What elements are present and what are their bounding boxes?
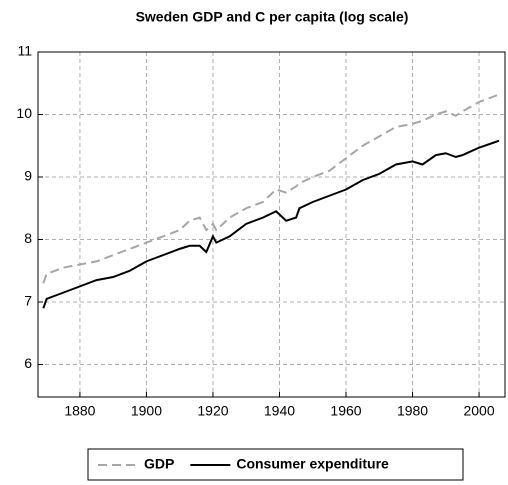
- y-tick-label: 11: [17, 43, 32, 59]
- plot-frame: [37, 51, 506, 398]
- x-tick-label: 1980: [397, 403, 428, 419]
- x-tick-label: 1960: [330, 403, 361, 419]
- grid: 6 7 8 9 10 11 1880 1900 1920 1940 1960 1980 2000: [16, 43, 505, 419]
- legend: GDP Consumer expenditure: [98, 456, 389, 472]
- chart-title: Sweden GDP and C per capita (log scale): [136, 9, 409, 25]
- y-tick-label: 9: [24, 168, 32, 184]
- x-tick-label: 1900: [131, 403, 162, 419]
- y-tick-label: 8: [24, 230, 32, 246]
- x-tick-label: 1940: [264, 403, 295, 419]
- series-line: [42, 93, 500, 284]
- x-tick-label: 1880: [64, 403, 95, 419]
- x-tick-label: 2000: [463, 403, 494, 419]
- y-tick-label: 6: [24, 355, 32, 371]
- legend-label: Consumer expenditure: [236, 456, 389, 472]
- y-tick-label: 7: [24, 293, 32, 309]
- legend-label: GDP: [144, 456, 174, 472]
- legend-box: [87, 448, 464, 481]
- x-tick-label: 1920: [197, 403, 228, 419]
- plot-lines: [42, 93, 500, 309]
- series-line: [42, 139, 500, 309]
- y-tick-label: 10: [16, 105, 32, 121]
